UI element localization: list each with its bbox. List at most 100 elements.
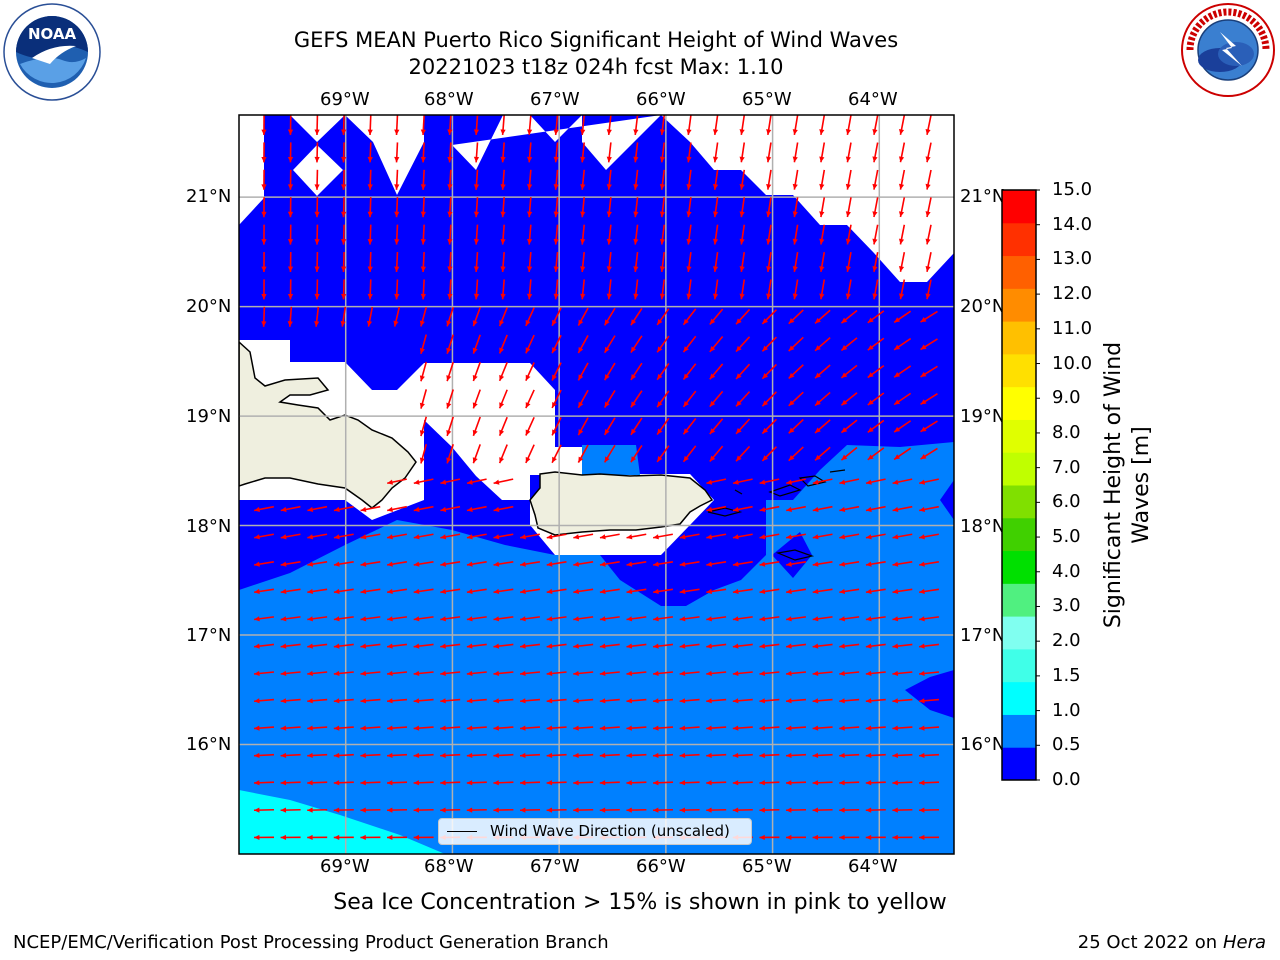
direction-arrow — [472, 416, 481, 437]
direction-arrow — [892, 752, 913, 759]
direction-arrow — [261, 142, 267, 163]
direction-arrow — [419, 361, 428, 382]
direction-arrow — [493, 752, 514, 759]
direction-arrow — [732, 643, 753, 649]
direction-arrow — [788, 391, 804, 407]
direction-arrow — [253, 643, 275, 649]
direction-arrow — [839, 725, 860, 731]
direction-arrow — [387, 533, 407, 540]
direction-arrow — [333, 752, 354, 759]
direction-arrow — [519, 780, 541, 786]
direction-arrow — [706, 478, 727, 485]
direction-arrow — [253, 616, 275, 622]
direction-arrow — [500, 197, 506, 218]
direction-arrow — [788, 446, 804, 462]
direction-arrow — [280, 670, 301, 677]
colorbar-tick-label: 5.0 — [1052, 526, 1081, 548]
direction-arrow — [659, 224, 666, 245]
direction-arrow — [732, 588, 753, 595]
direction-arrow — [493, 533, 514, 540]
direction-arrow — [440, 725, 461, 731]
direction-arrow — [682, 308, 697, 326]
direction-arrow — [447, 279, 453, 300]
direction-arrow — [493, 588, 514, 595]
hispaniola-landmass — [239, 340, 417, 509]
direction-arrow — [466, 698, 487, 704]
direction-arrow — [387, 560, 407, 567]
direction-arrow — [580, 142, 586, 163]
direction-arrow — [709, 445, 724, 462]
direction-arrow — [551, 334, 562, 354]
direction-arrow — [254, 505, 274, 513]
direction-arrow — [287, 115, 294, 136]
direction-arrow — [413, 670, 434, 677]
direction-arrow — [865, 780, 886, 786]
direction-arrow — [766, 197, 772, 218]
direction-arrow — [865, 588, 886, 595]
direction-arrow — [551, 362, 562, 381]
direction-arrow — [792, 224, 799, 245]
direction-arrow — [366, 306, 374, 327]
direction-arrow — [420, 142, 426, 163]
direction-arrow — [814, 364, 831, 379]
direction-arrow — [659, 169, 666, 190]
direction-arrow — [706, 752, 727, 759]
direction-arrow — [551, 444, 562, 464]
direction-arrow — [280, 533, 301, 540]
direction-arrow — [386, 670, 408, 677]
direction-arrow — [387, 478, 407, 485]
direction-arrow — [253, 834, 275, 841]
direction-arrow — [925, 279, 932, 300]
direction-arrow — [786, 478, 806, 485]
direction-arrow — [394, 279, 400, 300]
direction-arrow — [333, 834, 354, 841]
direction-arrow — [819, 279, 826, 300]
direction-arrow — [659, 197, 666, 218]
direction-arrow — [839, 505, 860, 513]
direction-arrow — [473, 279, 480, 300]
direction-arrow — [812, 616, 833, 622]
direction-arrow — [706, 505, 727, 513]
direction-arrow — [498, 362, 508, 382]
direction-arrow — [333, 698, 354, 704]
direction-arrow — [845, 142, 852, 163]
lon-tick-bottom: 69°W — [320, 856, 370, 877]
direction-arrow — [333, 560, 354, 567]
direction-arrow — [307, 560, 328, 567]
colorbar-tick-label: 0.5 — [1052, 734, 1081, 756]
colorbar-segment — [1002, 747, 1036, 781]
direction-arrow — [839, 752, 860, 759]
direction-arrow — [307, 725, 328, 731]
colorbar-segment — [1002, 452, 1036, 486]
direction-arrow — [659, 115, 666, 136]
direction-arrow — [712, 224, 719, 245]
direction-arrow — [525, 444, 535, 464]
direction-arrow — [553, 142, 559, 163]
direction-arrow — [472, 334, 481, 354]
direction-arrow — [440, 670, 461, 677]
direction-arrow — [493, 478, 514, 485]
colorbar-segment — [1002, 190, 1036, 224]
direction-arrow — [652, 780, 674, 786]
direction-arrow — [792, 197, 799, 218]
direction-arrow — [865, 834, 886, 841]
lon-tick-top: 68°W — [424, 89, 474, 110]
direction-arrow — [679, 698, 700, 704]
direction-arrow — [254, 560, 274, 567]
direction-arrow — [520, 560, 540, 567]
direction-arrow — [447, 169, 453, 190]
map-frame — [238, 114, 955, 855]
direction-arrow — [626, 752, 647, 759]
direction-arrow — [709, 418, 724, 435]
direction-arrow — [712, 197, 719, 218]
direction-arrow — [580, 169, 586, 190]
direction-arrow — [341, 224, 347, 245]
direction-arrow — [387, 505, 407, 513]
direction-arrow — [839, 478, 860, 485]
direction-arrow — [865, 616, 886, 622]
nws-logo — [1180, 2, 1276, 98]
direction-arrow — [925, 252, 932, 272]
direction-arrow — [473, 224, 480, 245]
direction-arrow — [706, 780, 727, 786]
direction-arrow — [466, 807, 487, 813]
